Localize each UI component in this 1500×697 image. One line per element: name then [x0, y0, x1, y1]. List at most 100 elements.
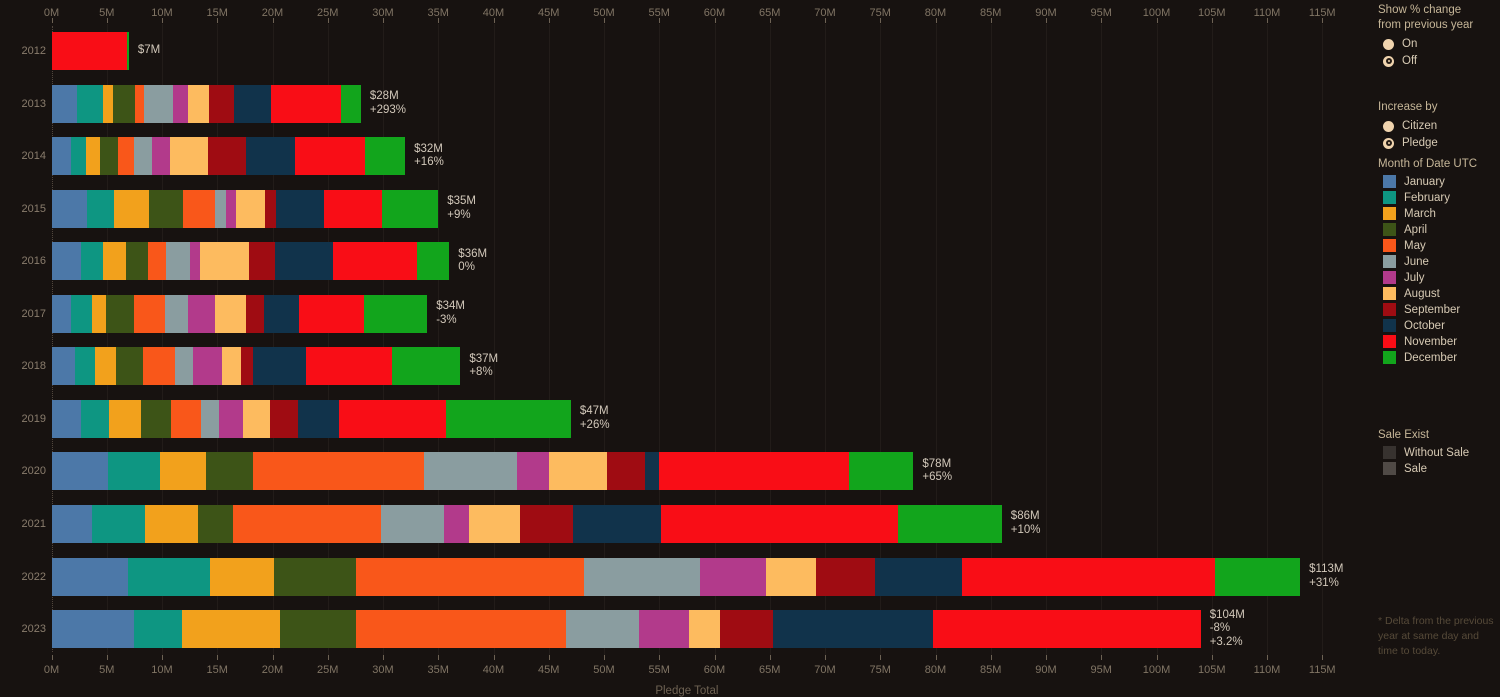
bar-segment-2019-january[interactable]	[51, 399, 82, 438]
bar-segment-2018-september[interactable]	[241, 347, 253, 386]
bar-segment-2017-february[interactable]	[71, 294, 93, 333]
bar-segment-2012-december[interactable]	[126, 32, 129, 70]
bar-segment-2022-july[interactable]	[700, 557, 767, 596]
bar-segment-2013-april[interactable]	[113, 84, 136, 123]
bar-segment-2023-october[interactable]	[773, 610, 934, 649]
bar-segment-2023-june[interactable]	[566, 610, 640, 649]
bar-segment-2016-october[interactable]	[274, 242, 334, 281]
radio-icon[interactable]	[1383, 38, 1394, 50]
bar-segment-2018-june[interactable]	[175, 347, 193, 386]
bar-segment-2018-august[interactable]	[221, 347, 242, 386]
bar-segment-2014-october[interactable]	[245, 137, 295, 176]
bar-segment-2016-january[interactable]	[51, 242, 82, 281]
legend-month-item-march[interactable]: March	[1378, 207, 1498, 220]
legend-sale-item-without-sale[interactable]: Without Sale	[1378, 446, 1498, 459]
bar-segment-2016-march[interactable]	[103, 242, 126, 281]
bar-segment-2021-april[interactable]	[198, 504, 233, 543]
radio-show-pct-on[interactable]: On	[1378, 38, 1498, 50]
radio-icon-selected[interactable]	[1383, 137, 1394, 149]
bar-segment-2017-april[interactable]	[105, 294, 135, 333]
bar-segment-2013-march[interactable]	[103, 84, 114, 123]
bar-segment-2022-september[interactable]	[816, 557, 875, 596]
bar-segment-2021-march[interactable]	[145, 504, 199, 543]
bar-segment-2021-january[interactable]	[51, 504, 93, 543]
bar-segment-2014-september[interactable]	[208, 137, 246, 176]
bar-segment-2014-june[interactable]	[134, 137, 152, 176]
bar-segment-2013-may[interactable]	[135, 84, 145, 123]
bar-segment-2022-april[interactable]	[273, 557, 357, 596]
bar-segment-2023-april[interactable]	[280, 610, 357, 649]
bar-segment-2018-may[interactable]	[143, 347, 176, 386]
bar-segment-2016-july[interactable]	[189, 242, 200, 281]
bar-segment-2014-august[interactable]	[169, 137, 209, 176]
bar-segment-2013-december[interactable]	[340, 84, 361, 123]
bar-segment-2015-june[interactable]	[215, 189, 227, 228]
bar-segment-2018-july[interactable]	[192, 347, 222, 386]
bar-segment-2020-november[interactable]	[659, 452, 850, 491]
bar-segment-2014-april[interactable]	[100, 137, 118, 176]
bar-segment-2018-january[interactable]	[51, 347, 75, 386]
bar-segment-2014-january[interactable]	[51, 137, 72, 176]
bar-segment-2021-december[interactable]	[897, 504, 1002, 543]
bar-segment-2016-august[interactable]	[199, 242, 250, 281]
bar-segment-2022-august[interactable]	[766, 557, 817, 596]
legend-month-item-may[interactable]: May	[1378, 239, 1498, 252]
bar-segment-2022-may[interactable]	[356, 557, 585, 596]
legend-month-item-april[interactable]: April	[1378, 223, 1498, 236]
bar-segment-2015-august[interactable]	[236, 189, 265, 228]
bar-segment-2017-october[interactable]	[263, 294, 299, 333]
bar-segment-2017-july[interactable]	[188, 294, 215, 333]
bar-segment-2020-december[interactable]	[849, 452, 914, 491]
bar-segment-2017-november[interactable]	[298, 294, 365, 333]
bar-segment-2022-march[interactable]	[209, 557, 274, 596]
radio-icon-selected[interactable]	[1383, 55, 1394, 67]
bar-segment-2019-may[interactable]	[170, 399, 201, 438]
bar-segment-2020-august[interactable]	[548, 452, 608, 491]
bar-segment-2023-march[interactable]	[181, 610, 281, 649]
bar-segment-2021-february[interactable]	[92, 504, 146, 543]
bar-segment-2021-august[interactable]	[469, 504, 520, 543]
bar-segment-2019-november[interactable]	[338, 399, 446, 438]
bar-segment-2013-january[interactable]	[51, 84, 77, 123]
bar-segment-2021-july[interactable]	[443, 504, 470, 543]
bar-segment-2018-october[interactable]	[252, 347, 306, 386]
bar-segment-2020-march[interactable]	[159, 452, 207, 491]
bar-segment-2020-june[interactable]	[423, 452, 517, 491]
bar-segment-2019-april[interactable]	[140, 399, 171, 438]
bar-segment-2017-december[interactable]	[364, 294, 428, 333]
bar-segment-2014-february[interactable]	[71, 137, 86, 176]
bar-segment-2016-december[interactable]	[417, 242, 450, 281]
bar-segment-2016-november[interactable]	[333, 242, 418, 281]
bar-segment-2015-january[interactable]	[51, 189, 87, 228]
bar-segment-2018-april[interactable]	[115, 347, 144, 386]
bar-segment-2015-december[interactable]	[381, 189, 439, 228]
bar-segment-2018-december[interactable]	[391, 347, 461, 386]
bar-segment-2023-november[interactable]	[933, 610, 1201, 649]
bar-segment-2016-april[interactable]	[125, 242, 148, 281]
bar-segment-2013-february[interactable]	[76, 84, 104, 123]
bar-segment-2014-november[interactable]	[294, 137, 366, 176]
legend-month-item-july[interactable]: July	[1378, 271, 1498, 284]
bar-segment-2023-february[interactable]	[134, 610, 182, 649]
bar-segment-2015-april[interactable]	[148, 189, 183, 228]
bar-segment-2016-september[interactable]	[249, 242, 275, 281]
bar-segment-2013-july[interactable]	[173, 84, 189, 123]
bar-segment-2017-june[interactable]	[165, 294, 189, 333]
bar-segment-2013-august[interactable]	[188, 84, 210, 123]
bar-segment-2023-august[interactable]	[689, 610, 720, 649]
bar-segment-2018-march[interactable]	[94, 347, 116, 386]
bar-segment-2020-september[interactable]	[607, 452, 645, 491]
bar-segment-2016-february[interactable]	[81, 242, 104, 281]
bar-segment-2020-april[interactable]	[206, 452, 253, 491]
bar-segment-2021-september[interactable]	[519, 504, 573, 543]
bar-segment-2014-march[interactable]	[85, 137, 101, 176]
bar-segment-2019-august[interactable]	[242, 399, 271, 438]
bar-segment-2017-march[interactable]	[92, 294, 106, 333]
bar-segment-2023-july[interactable]	[639, 610, 690, 649]
bar-segment-2023-may[interactable]	[356, 610, 567, 649]
bar-segment-2019-june[interactable]	[200, 399, 220, 438]
bar-segment-2017-may[interactable]	[134, 294, 166, 333]
bar-segment-2012-november[interactable]	[51, 32, 127, 70]
bar-segment-2020-may[interactable]	[252, 452, 424, 491]
bar-segment-2013-november[interactable]	[271, 84, 341, 123]
